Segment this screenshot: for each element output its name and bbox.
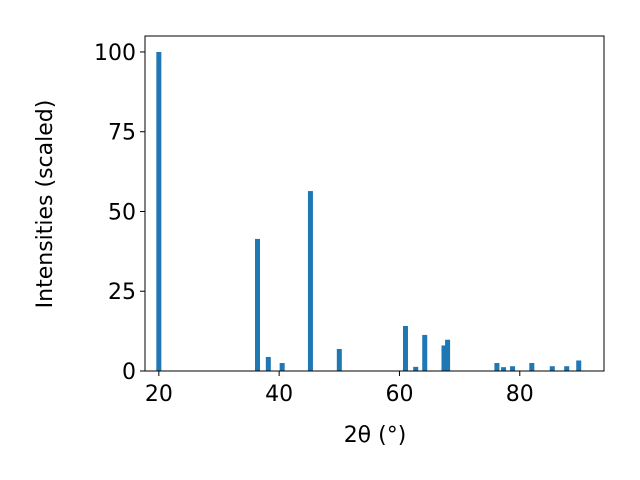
x-tick-label: 60 <box>385 382 413 407</box>
x-tick-label: 40 <box>265 382 293 407</box>
bar <box>494 363 500 371</box>
bar <box>336 348 342 371</box>
bar <box>510 366 516 371</box>
y-tick-label: 100 <box>94 41 136 66</box>
bar <box>549 366 555 371</box>
bar <box>576 360 582 371</box>
bar <box>564 366 570 371</box>
bar <box>254 238 260 371</box>
y-tick-label: 0 <box>122 360 136 385</box>
bar <box>156 51 162 371</box>
bar <box>265 356 271 371</box>
x-axis-label: 2θ (°) <box>344 423 407 448</box>
bar <box>501 367 507 371</box>
y-tick-label: 75 <box>108 121 136 146</box>
bar <box>529 363 535 371</box>
bar <box>307 191 313 371</box>
plot-frame <box>144 35 605 372</box>
y-tick-label: 50 <box>108 200 136 225</box>
bar <box>413 366 419 371</box>
bar <box>402 326 408 371</box>
y-tick-label: 25 <box>108 280 136 305</box>
y-axis-label: Intensities (scaled) <box>33 100 58 309</box>
bar <box>279 363 285 371</box>
bar <box>422 334 428 371</box>
bar <box>445 339 451 371</box>
x-tick-label: 20 <box>145 382 173 407</box>
x-tick-label: 80 <box>506 382 534 407</box>
bar <box>441 345 447 371</box>
